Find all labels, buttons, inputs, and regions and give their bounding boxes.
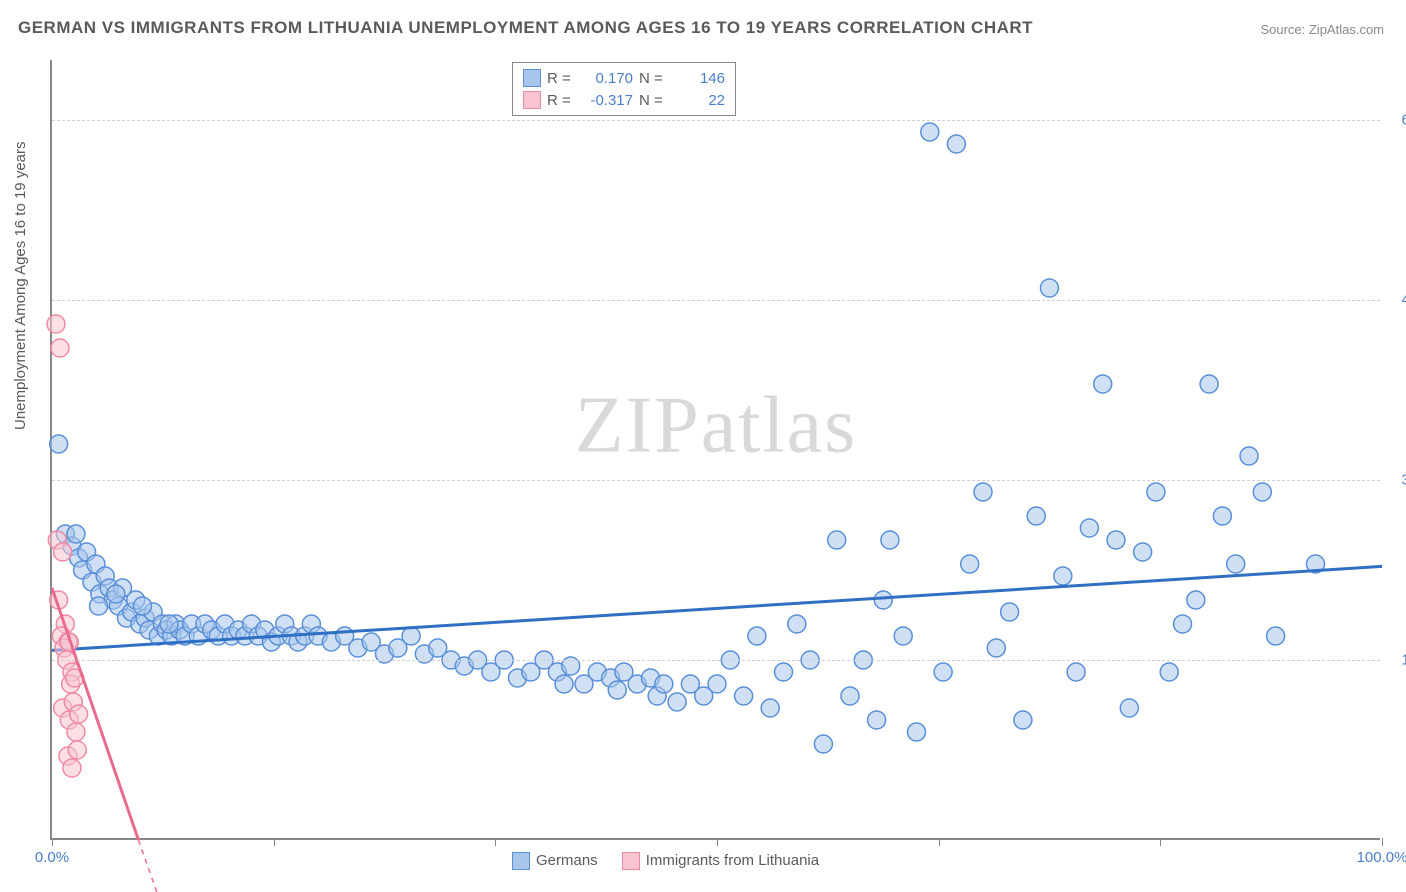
chart-title: GERMAN VS IMMIGRANTS FROM LITHUANIA UNEM… bbox=[18, 18, 1033, 38]
y-tick-label: 15.0% bbox=[1401, 652, 1406, 669]
x-tick-label: 0.0% bbox=[35, 849, 69, 866]
gridline bbox=[52, 300, 1380, 301]
x-tick bbox=[495, 838, 496, 846]
plot-area: ZIPatlas R = 0.170 N = 146 R = -0.317 N … bbox=[50, 60, 1380, 840]
legend-item-germans: Germans bbox=[512, 852, 598, 870]
x-tick bbox=[939, 838, 940, 846]
gridline bbox=[52, 480, 1380, 481]
gridline bbox=[52, 660, 1380, 661]
series-legend: Germans Immigrants from Lithuania bbox=[512, 852, 819, 870]
y-tick-label: 45.0% bbox=[1401, 292, 1406, 309]
legend-label: Germans bbox=[536, 852, 598, 869]
legend-swatch-icon bbox=[512, 852, 530, 870]
x-tick-label: 100.0% bbox=[1357, 849, 1406, 866]
legend-label: Immigrants from Lithuania bbox=[646, 852, 819, 869]
x-tick bbox=[1160, 838, 1161, 846]
x-tick bbox=[717, 838, 718, 846]
y-axis-label: Unemployment Among Ages 16 to 19 years bbox=[12, 141, 29, 430]
x-tick bbox=[274, 838, 275, 846]
y-tick-label: 60.0% bbox=[1401, 112, 1406, 129]
gridline bbox=[52, 120, 1380, 121]
legend-item-lithuania: Immigrants from Lithuania bbox=[622, 852, 819, 870]
chart-svg bbox=[52, 60, 1380, 838]
y-tick-label: 30.0% bbox=[1401, 472, 1406, 489]
x-tick bbox=[1382, 838, 1383, 846]
x-tick bbox=[52, 838, 53, 846]
source-attribution: Source: ZipAtlas.com bbox=[1260, 22, 1384, 37]
legend-swatch-icon bbox=[622, 852, 640, 870]
